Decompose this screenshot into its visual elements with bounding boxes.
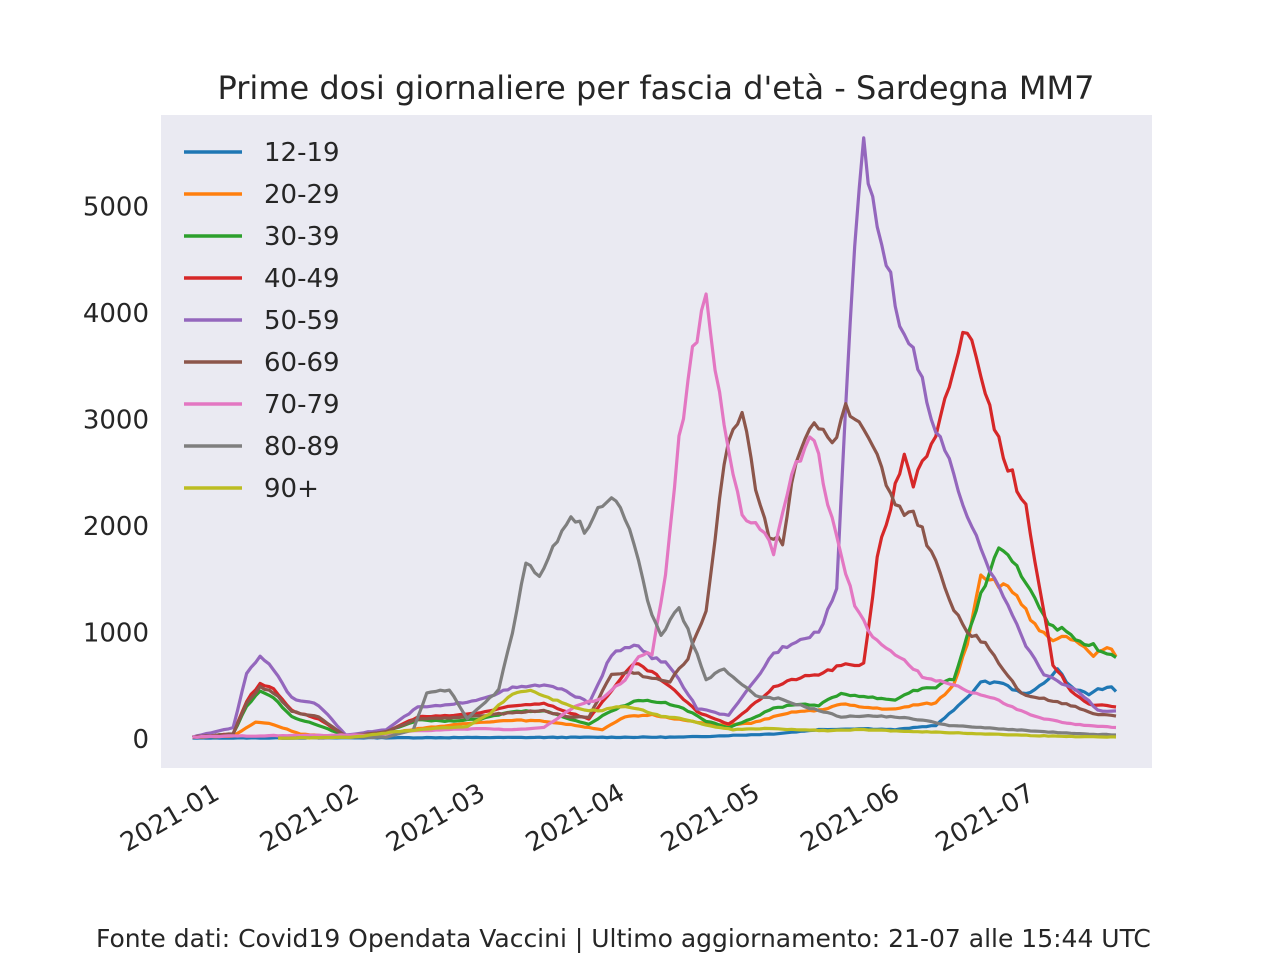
- legend: 12-19 20-29 30-39 40-49 50-59 60-69 70-79 80-89…: [184, 138, 340, 504]
- series-line-70-79: [192, 292, 1117, 739]
- x-tick-label: 2021-07: [931, 778, 1040, 858]
- x-tick-label: 2021-02: [255, 778, 364, 858]
- legend-label-60-69: 60-69: [264, 348, 340, 378]
- series-line-90+: [278, 688, 1117, 740]
- x-axis: 2021-01 2021-02 2021-03 2021-04 2021-05 2021-…: [115, 778, 1039, 858]
- y-tick-label: 4000: [83, 299, 149, 329]
- legend-label-50-59: 50-59: [264, 306, 340, 336]
- x-tick-label: 2021-05: [656, 778, 765, 858]
- x-tick-label: 2021-04: [521, 778, 630, 858]
- x-tick-label: 2021-06: [796, 778, 905, 858]
- y-tick-label: 0: [132, 725, 149, 755]
- source-footer: Fonte dati: Covid19 Opendata Vaccini | U…: [96, 924, 1151, 953]
- series-line-80-89: [278, 496, 1116, 740]
- y-tick-label: 5000: [83, 193, 149, 223]
- y-axis: 0 1000 2000 3000 4000 5000: [83, 193, 149, 756]
- legend-label-80-89: 80-89: [264, 432, 340, 462]
- legend-label-30-39: 30-39: [264, 222, 340, 252]
- chart-title: Prime dosi giornaliere per fascia d'età …: [218, 69, 1095, 107]
- y-tick-label: 3000: [83, 406, 149, 436]
- legend-label-40-49: 40-49: [264, 264, 340, 294]
- x-tick-label: 2021-01: [115, 778, 224, 858]
- legend-label-90+: 90+: [264, 474, 319, 504]
- series-lines: [191, 136, 1118, 740]
- x-tick-label: 2021-03: [381, 778, 490, 858]
- legend-label-70-79: 70-79: [264, 390, 340, 420]
- y-tick-label: 2000: [83, 512, 149, 542]
- legend-label-20-29: 20-29: [264, 180, 340, 210]
- legend-label-12-19: 12-19: [264, 138, 340, 168]
- y-tick-label: 1000: [83, 619, 149, 649]
